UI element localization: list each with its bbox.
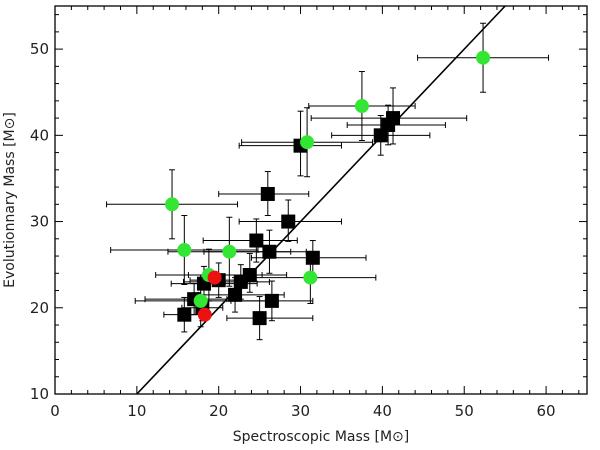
data-point-square [233, 274, 248, 289]
data-point-square [264, 293, 279, 308]
y-tick-label: 40 [30, 126, 49, 144]
y-axis-label: Evolutionnary Mass [M⊙] [2, 112, 18, 288]
data-point-square [386, 111, 401, 126]
x-tick-label: 0 [50, 402, 60, 420]
data-point-green-circle [177, 243, 192, 258]
data-point-square [252, 311, 267, 326]
data-point-square [177, 307, 192, 322]
data-point-square [260, 186, 275, 201]
y-tick-label: 50 [30, 40, 49, 58]
reference-line-layer [136, 5, 506, 395]
y-tick-label: 10 [30, 385, 49, 403]
data-point-green-circle [476, 50, 491, 65]
data-point-green-circle [165, 197, 180, 212]
x-tick-label: 40 [373, 402, 392, 420]
data-points-layer [165, 50, 491, 326]
y-tick-label: 30 [30, 213, 49, 231]
x-tick-label: 10 [127, 402, 146, 420]
x-tick-label: 50 [455, 402, 474, 420]
data-point-square [249, 233, 264, 248]
plot-frame [54, 5, 588, 395]
y-tick-label: 20 [30, 299, 49, 317]
data-point-green-circle [303, 270, 318, 285]
x-tick-label: 60 [537, 402, 556, 420]
error-bars-layer [106, 22, 550, 341]
data-point-green-circle [300, 135, 315, 150]
data-point-green-circle [222, 244, 237, 259]
data-point-red-circle [197, 307, 212, 322]
data-point-square [281, 214, 296, 229]
reference-line [136, 5, 506, 395]
data-point-square [305, 250, 320, 265]
data-point-green-circle [354, 99, 369, 114]
x-axis-label: Spectroscopic Mass [M⊙] [233, 429, 410, 445]
data-point-square [262, 244, 277, 259]
axis-ticks-layer [54, 6, 587, 395]
data-point-green-circle [193, 293, 208, 308]
data-point-red-circle [207, 270, 222, 285]
x-tick-label: 30 [291, 402, 310, 420]
data-point-square [228, 287, 243, 302]
x-tick-label: 20 [209, 402, 228, 420]
